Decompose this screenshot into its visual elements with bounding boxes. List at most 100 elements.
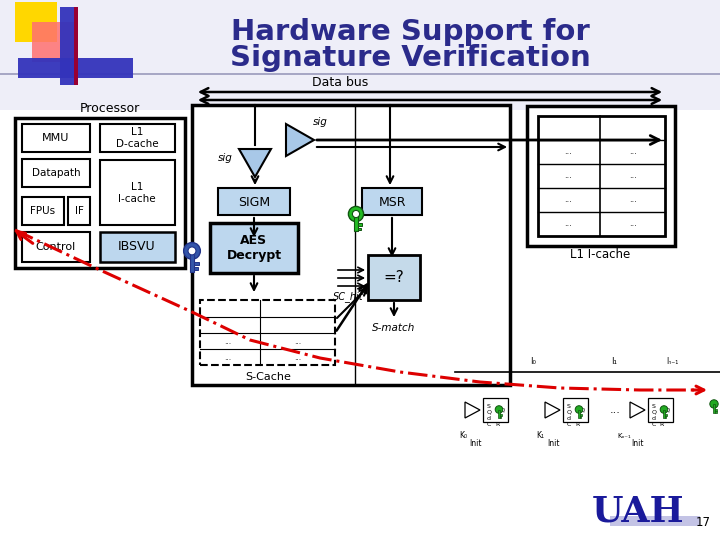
FancyBboxPatch shape [527,106,675,246]
Text: =?: =? [384,271,405,286]
Text: d: d [652,415,656,421]
Text: Data bus: Data bus [312,77,368,90]
Text: d: d [487,415,491,421]
Text: R: R [660,422,664,427]
Text: IBSVU: IBSVU [118,240,156,253]
FancyBboxPatch shape [610,516,700,526]
Polygon shape [545,402,560,418]
Text: d: d [567,415,571,421]
Text: SIGM: SIGM [238,195,270,208]
Text: Iₙ₋₁: Iₙ₋₁ [666,357,678,367]
FancyBboxPatch shape [100,124,175,152]
Text: I₀: I₀ [530,357,536,367]
FancyBboxPatch shape [200,300,335,365]
FancyBboxPatch shape [713,404,715,413]
Circle shape [575,406,582,413]
Circle shape [660,406,668,413]
Text: MSR: MSR [378,195,406,208]
FancyBboxPatch shape [60,7,74,85]
Text: Q: Q [487,409,492,415]
Text: ...: ... [564,219,572,228]
Text: S: S [652,403,656,408]
Text: C: C [487,422,491,427]
Text: Datapath: Datapath [32,168,81,178]
Text: ...: ... [564,172,572,180]
Text: ...: ... [294,336,302,346]
FancyBboxPatch shape [368,255,420,300]
Text: ...: ... [629,172,637,180]
Text: ...: ... [629,147,637,157]
FancyBboxPatch shape [580,414,582,415]
Text: S: S [487,403,491,408]
Text: ...: ... [610,405,621,415]
Text: ...: ... [564,195,572,205]
Text: S: S [567,403,571,408]
FancyBboxPatch shape [665,416,667,417]
FancyBboxPatch shape [192,105,510,385]
Polygon shape [32,22,74,62]
Circle shape [495,406,503,413]
FancyBboxPatch shape [715,411,716,413]
FancyBboxPatch shape [22,197,64,225]
FancyBboxPatch shape [194,267,198,270]
Text: Init: Init [546,440,559,449]
Text: S-Cache: S-Cache [245,372,291,382]
FancyBboxPatch shape [358,223,362,226]
FancyBboxPatch shape [538,116,665,236]
Text: R: R [575,422,579,427]
Text: Control: Control [36,242,76,252]
Text: IF: IF [75,206,84,216]
Circle shape [352,211,359,218]
FancyBboxPatch shape [190,250,194,272]
FancyBboxPatch shape [22,159,90,187]
Polygon shape [15,2,57,42]
FancyBboxPatch shape [498,409,500,418]
Text: Hardware Support for: Hardware Support for [230,18,590,46]
FancyBboxPatch shape [715,409,717,410]
Polygon shape [630,402,645,418]
Text: C: C [652,422,656,427]
Text: Q: Q [581,408,585,413]
Text: Q: Q [652,409,657,415]
FancyBboxPatch shape [648,398,673,422]
Text: Q: Q [666,408,670,413]
Text: L1 I-cache: L1 I-cache [570,248,630,261]
FancyBboxPatch shape [15,118,185,268]
Text: ...: ... [225,336,232,346]
Text: sig: sig [217,153,233,163]
FancyBboxPatch shape [210,223,298,273]
Polygon shape [286,124,314,156]
Text: C: C [567,422,571,427]
Text: ...: ... [629,219,637,228]
Text: ...: ... [225,353,232,361]
Text: R: R [495,422,499,427]
FancyBboxPatch shape [580,416,582,417]
Text: I₁: I₁ [611,357,617,367]
FancyBboxPatch shape [0,0,720,110]
Text: K₁: K₁ [536,431,544,441]
Text: L1
D-cache: L1 D-cache [116,127,158,149]
FancyBboxPatch shape [500,414,502,415]
Text: Processor: Processor [80,102,140,114]
FancyBboxPatch shape [362,188,422,215]
FancyBboxPatch shape [500,416,501,417]
Text: K₀: K₀ [459,431,467,441]
FancyBboxPatch shape [194,262,199,265]
Text: SC_hit: SC_hit [333,292,364,302]
Text: AES
Decrypt: AES Decrypt [226,234,282,262]
FancyBboxPatch shape [18,58,133,78]
Text: 17: 17 [696,516,711,529]
Text: FPUs: FPUs [30,206,55,216]
Text: Init: Init [469,440,482,449]
Text: S-match: S-match [372,323,415,333]
FancyBboxPatch shape [354,214,358,231]
Text: ...: ... [564,147,572,157]
Text: Q: Q [501,408,505,413]
Text: Init: Init [631,440,643,449]
Polygon shape [465,402,480,418]
Text: MMU: MMU [42,133,70,143]
Text: Q: Q [567,409,572,415]
Text: ...: ... [294,353,302,361]
FancyBboxPatch shape [100,232,175,262]
FancyBboxPatch shape [74,7,78,85]
